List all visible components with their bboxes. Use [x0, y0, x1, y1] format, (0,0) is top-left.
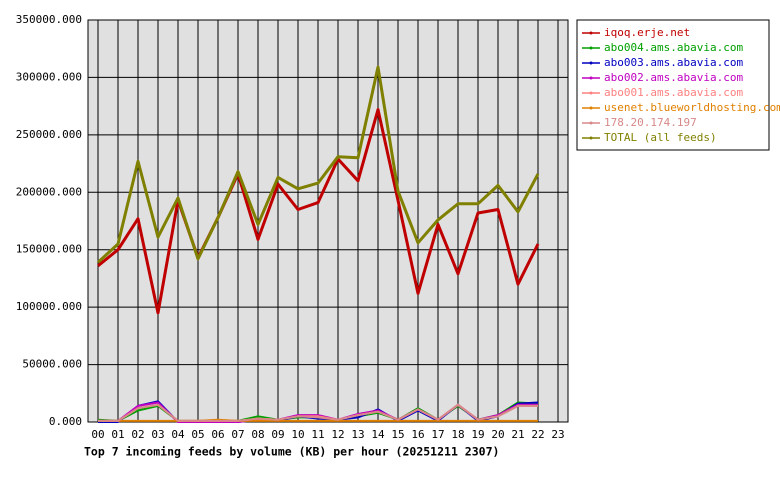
- series-line: [98, 418, 538, 422]
- y-tick-label: 200000.000: [16, 185, 82, 198]
- x-tick-label: 20: [491, 428, 504, 441]
- plot-area: [87, 19, 569, 423]
- x-tick-label: 08: [251, 428, 264, 441]
- legend-marker: [589, 121, 593, 125]
- series-line: [98, 403, 538, 422]
- x-tick-label: 09: [271, 428, 284, 441]
- x-tick-label: 19: [471, 428, 484, 441]
- legend-label: 178.20.174.197: [604, 116, 697, 129]
- series-line: [96, 65, 540, 264]
- legend-marker: [589, 136, 593, 140]
- legend-label: abo004.ams.abavia.com: [604, 41, 743, 54]
- y-tick-label: 50000.000: [22, 358, 82, 371]
- x-tick-label: 03: [151, 428, 164, 441]
- y-tick-label: 0.000: [49, 415, 82, 428]
- legend-marker: [589, 61, 593, 65]
- x-tick-label: 23: [551, 428, 564, 441]
- x-tick-label: 16: [411, 428, 424, 441]
- x-tick-label: 12: [331, 428, 344, 441]
- x-tick-label: 05: [191, 428, 204, 441]
- y-tick-label: 350000.000: [16, 13, 82, 26]
- x-tick-label: 18: [451, 428, 464, 441]
- legend-box: [576, 19, 770, 151]
- x-tick-label: 21: [511, 428, 524, 441]
- legend-marker: [589, 46, 593, 50]
- legend-label: abo002.ams.abavia.com: [604, 71, 743, 84]
- legend-marker: [589, 91, 593, 95]
- y-tick-label: 100000.000: [16, 300, 82, 313]
- x-tick-label: 06: [211, 428, 224, 441]
- series-line: [97, 108, 540, 315]
- x-tick-label: 02: [131, 428, 144, 441]
- legend-label: abo001.ams.abavia.com: [604, 86, 743, 99]
- x-tick-label: 07: [231, 428, 244, 441]
- y-tick-label: 150000.000: [16, 243, 82, 256]
- legend-marker: [589, 76, 593, 80]
- x-tick-label: 04: [171, 428, 185, 441]
- x-tick-label: 14: [371, 428, 385, 441]
- x-tick-label: 22: [531, 428, 544, 441]
- x-tick-label: 11: [311, 428, 324, 441]
- x-tick-label: 15: [391, 428, 404, 441]
- legend-label: abo003.ams.abavia.com: [604, 56, 743, 69]
- x-tick-label: 10: [291, 428, 304, 441]
- chart-title: Top 7 incoming feeds by volume (KB) per …: [84, 445, 499, 459]
- legend-label: TOTAL (all feeds): [604, 131, 717, 144]
- legend-marker: [589, 106, 593, 110]
- x-tick-label: 01: [111, 428, 124, 441]
- legend-label: usenet.blueworldhosting.com: [604, 101, 780, 114]
- x-tick-label: 13: [351, 428, 364, 441]
- x-tick-label: 17: [431, 428, 444, 441]
- legend-marker: [589, 31, 593, 35]
- y-tick-label: 300000.000: [16, 70, 82, 83]
- x-tick-label: 00: [91, 428, 104, 441]
- legend-label: iqoq.erje.net: [604, 26, 690, 39]
- y-tick-label: 250000.000: [16, 128, 82, 141]
